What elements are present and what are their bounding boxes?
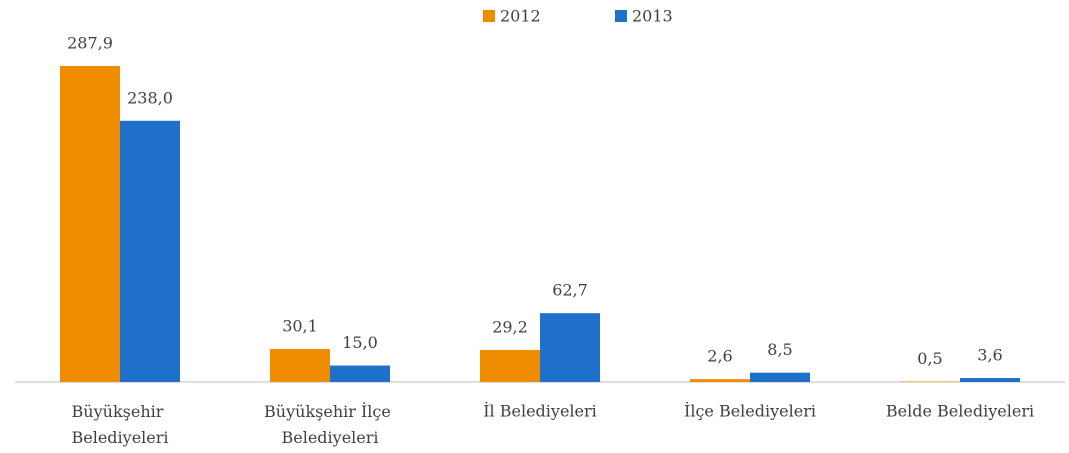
bar [750, 372, 810, 382]
value-label: 238,0 [127, 88, 173, 107]
bar [60, 66, 120, 382]
legend-label: 2012 [500, 7, 541, 26]
value-label: 30,1 [282, 316, 318, 335]
value-label: 0,5 [917, 349, 942, 368]
legend-swatch [615, 10, 627, 22]
value-label: 287,9 [67, 34, 113, 53]
x-tick-label: İlçe Belediyeleri [684, 401, 816, 421]
bar [960, 378, 1020, 382]
x-tick-label: İl Belediyeleri [483, 401, 597, 421]
legend-label: 2013 [632, 7, 673, 26]
value-label: 3,6 [977, 346, 1002, 365]
bar [120, 120, 180, 382]
x-tick-label: Büyükşehir Belediyeleri [71, 402, 168, 447]
x-tick-label: Büyükşehir İlçe Belediyeleri [264, 401, 396, 447]
bar [900, 381, 960, 382]
legend-swatch [483, 10, 495, 22]
bar [540, 313, 600, 382]
value-label: 2,6 [707, 347, 732, 366]
value-label: 15,0 [342, 333, 378, 352]
bar [270, 348, 330, 382]
value-label: 29,2 [492, 317, 528, 336]
x-tick-label: Belde Belediyeleri [886, 402, 1034, 421]
value-label: 62,7 [552, 281, 588, 300]
bar [330, 365, 390, 382]
bar [690, 379, 750, 382]
bar [480, 349, 540, 382]
value-label: 8,5 [767, 340, 792, 359]
